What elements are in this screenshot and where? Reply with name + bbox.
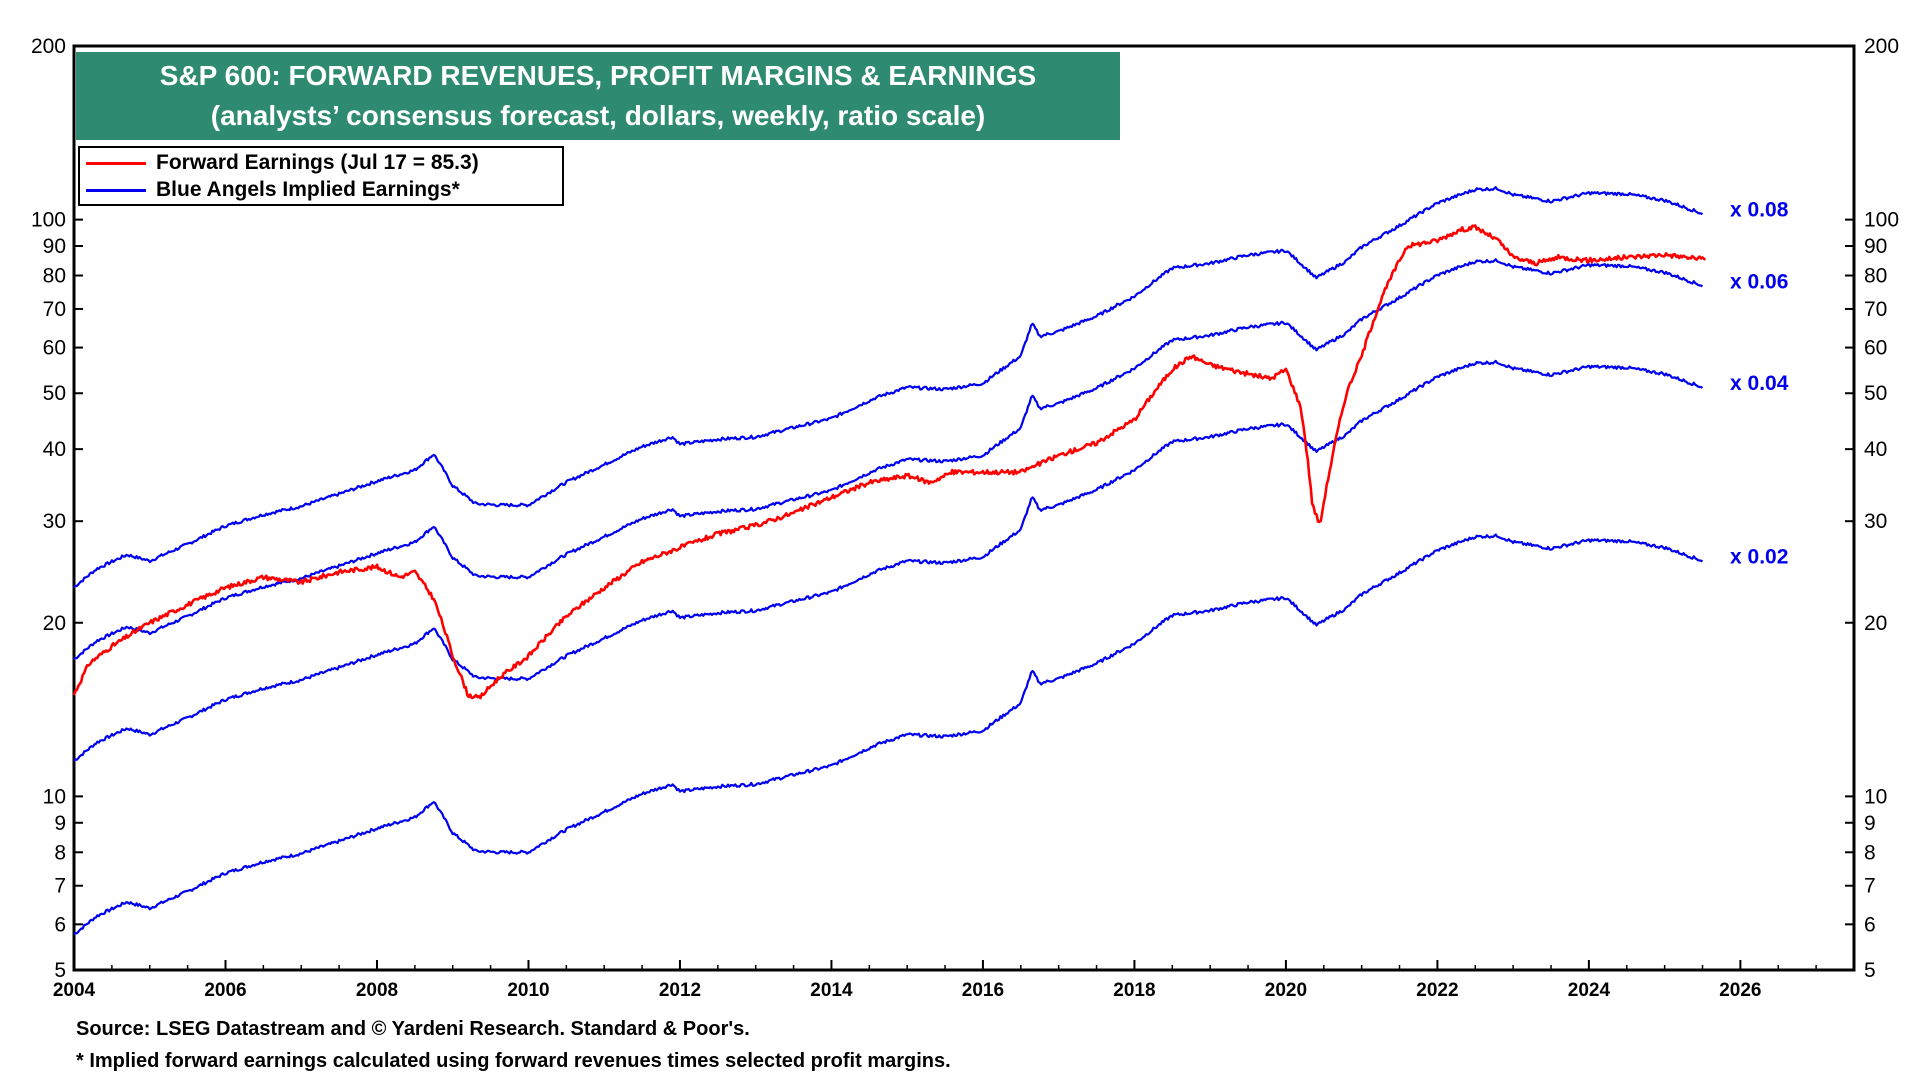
x-tick-label: 2012 [659, 980, 701, 1001]
y-tick-label-left: 9 [54, 812, 66, 835]
y-tick-label-left: 20 [43, 612, 66, 635]
x-tick-label: 2010 [507, 980, 549, 1001]
y-tick-label-left: 40 [43, 438, 66, 461]
y-tick-label-right: 5 [1864, 959, 1876, 982]
y-tick-label-right: 9 [1864, 812, 1876, 835]
y-tick-label-right: 8 [1864, 841, 1876, 864]
legend-swatch-red [86, 161, 146, 165]
series-line-blue-angels [73, 533, 1704, 936]
x-tick-label: 2026 [1719, 980, 1761, 1001]
x-tick-label: 2008 [356, 980, 398, 1001]
multiplier-label: x 0.08 [1730, 198, 1789, 221]
y-tick-label-right: 80 [1864, 265, 1887, 288]
y-tick-label-right: 6 [1864, 913, 1876, 936]
y-tick-label-right: 7 [1864, 875, 1876, 898]
multiplier-label: x 0.02 [1730, 546, 1788, 569]
series-line-blue-angels [73, 258, 1704, 661]
y-tick-label-left: 10 [43, 785, 66, 808]
series-line-forward-earnings [72, 224, 1707, 700]
y-tick-label-left: 60 [43, 337, 66, 360]
y-tick-label-left: 7 [54, 875, 66, 898]
multiplier-label: x 0.04 [1730, 372, 1789, 395]
y-tick-label-left: 5 [54, 959, 66, 982]
y-tick-label-left: 6 [54, 913, 66, 936]
legend-item-forward-earnings: Forward Earnings (Jul 17 = 85.3) [86, 150, 479, 176]
plot-frame [72, 44, 1856, 972]
y-tick-label-right: 100 [1864, 209, 1899, 232]
series-layer [72, 186, 1707, 936]
left-axis: 5 6 7 8 9 10 20 30 40 50 60 70 80 90 100 200 [31, 35, 83, 982]
x-tick-label: 2004 [53, 980, 96, 1001]
y-tick-label-left: 100 [31, 209, 66, 232]
chart-title: S&P 600: FORWARD REVENUES, PROFIT MARGIN… [159, 60, 1037, 91]
y-tick-label-left: 80 [43, 265, 66, 288]
y-tick-label-left: 90 [43, 235, 66, 258]
y-tick-label-right: 70 [1864, 298, 1887, 321]
x-tick-label: 2016 [962, 980, 1004, 1001]
y-tick-label-left: 30 [43, 510, 66, 533]
x-axis: 2004 2006 2008 2010 2012 2014 2016 2018 2020 2022… [53, 960, 1855, 1001]
legend-label: Forward Earnings (Jul 17 = 85.3) [156, 151, 479, 174]
y-tick-label-right: 30 [1864, 510, 1887, 533]
x-tick-label: 2006 [204, 980, 246, 1001]
y-tick-label-right: 90 [1864, 235, 1887, 258]
y-tick-label-left: 50 [43, 382, 66, 405]
x-tick-label: 2014 [810, 980, 853, 1001]
y-tick-label-right: 60 [1864, 337, 1887, 360]
legend-label: Blue Angels Implied Earnings* [156, 178, 460, 201]
chart-subtitle: (analysts’ consensus forecast, dollars, … [210, 100, 986, 131]
y-tick-label-right: 200 [1864, 35, 1899, 58]
x-tick-label: 2022 [1416, 980, 1458, 1001]
x-tick-label: 2024 [1568, 980, 1611, 1001]
y-tick-label-left: 8 [54, 841, 66, 864]
chart-title-box: S&P 600: FORWARD REVENUES, PROFIT MARGIN… [76, 52, 1120, 140]
y-tick-label-left: 70 [43, 298, 66, 321]
source-note: Source: LSEG Datastream and © Yardeni Re… [76, 1018, 750, 1040]
legend-item-blue-angels: Blue Angels Implied Earnings* [86, 177, 460, 203]
implied-note: * Implied forward earnings calculated us… [76, 1050, 951, 1072]
x-tick-label: 2018 [1113, 980, 1155, 1001]
x-tick-label: 2020 [1265, 980, 1307, 1001]
right-axis: 5 6 7 8 9 10 20 30 40 50 60 70 80 90 100 200 [1845, 35, 1899, 982]
multiplier-label: x 0.06 [1730, 270, 1788, 293]
y-tick-label-right: 40 [1864, 438, 1887, 461]
series-line-blue-angels [73, 359, 1704, 762]
legend-swatch-blue [86, 188, 146, 192]
y-tick-label-right: 20 [1864, 612, 1887, 635]
y-tick-label-right: 10 [1864, 785, 1887, 808]
multiplier-labels: x 0.08 x 0.06 x 0.04 x 0.02 [1730, 198, 1789, 568]
legend: Forward Earnings (Jul 17 = 85.3) Blue An… [78, 146, 564, 206]
series-line-blue-angels [73, 186, 1704, 589]
y-tick-label-right: 50 [1864, 382, 1887, 405]
y-tick-label-left: 200 [31, 35, 66, 58]
